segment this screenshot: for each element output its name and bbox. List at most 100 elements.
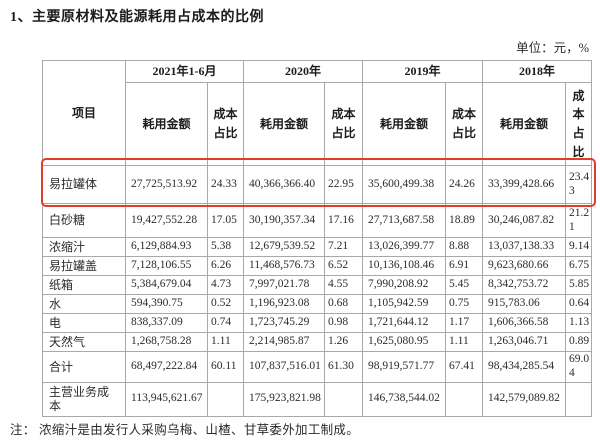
amount-cell-2020: 7,997,021.78	[243, 275, 325, 295]
amount-cell-2019: 1,625,080.95	[362, 332, 447, 352]
amount-cell-2020: 175,923,821.98	[243, 381, 325, 417]
table-row: 合计 68,497,222.84 60.11 107,837,516.01 61…	[42, 351, 593, 383]
column-header-amount-2021h1: 耗用金额	[125, 82, 208, 166]
table-row: 易拉罐体 27,725,513.92 24.33 40,366,366.40 2…	[42, 165, 593, 204]
amount-cell-2018: 30,246,087.82	[482, 203, 567, 238]
amount-cell-2018: 8,342,753.72	[482, 275, 567, 295]
unit-label: 单位：元，%	[516, 41, 589, 55]
ratio-cell-2019: 18.89	[445, 203, 484, 238]
ratio-cell-2018: 21.21	[565, 203, 593, 238]
amount-cell-2020: 1,196,923.08	[243, 294, 325, 314]
amount-cell-2021h1: 7,128,106.55	[125, 256, 208, 276]
column-header-period-2019: 2019年	[362, 60, 484, 83]
ratio-cell-2021h1: 4.73	[207, 275, 244, 295]
amount-cell-2021h1: 27,725,513.92	[125, 165, 208, 204]
amount-cell-2021h1: 5,384,679.04	[125, 275, 208, 295]
column-header-ratio-2020: 成本占比	[323, 82, 364, 166]
ratio-cell-2018	[565, 381, 593, 417]
item-label: 易拉罐盖	[42, 256, 126, 276]
ratio-cell-2019: 1.11	[445, 332, 484, 352]
amount-cell-2020: 1,723,745.29	[243, 313, 325, 333]
ratio-cell-2018: 5.85	[565, 275, 593, 295]
amount-cell-2019: 1,105,942.59	[362, 294, 447, 314]
ratio-cell-2019: 67.41	[445, 351, 484, 383]
column-header-amount-2018: 耗用金额	[482, 82, 567, 166]
ratio-cell-2018: 0.89	[565, 332, 593, 352]
ratio-cell-2018: 23.43	[565, 165, 593, 204]
column-header-period-2020: 2020年	[242, 60, 364, 83]
cost-table: 项目 2021年1-6月 2020年 2019年 2018年 耗用金额 成本占比…	[42, 60, 593, 417]
amount-cell-2021h1: 1,268,758.28	[125, 332, 208, 352]
amount-cell-2019: 35,600,499.38	[362, 165, 447, 204]
table-row: 浓缩汁 6,129,884.93 5.38 12,679,539.52 7.21…	[42, 237, 593, 257]
ratio-cell-2020: 4.55	[323, 275, 364, 295]
ratio-cell-2019: 0.75	[445, 294, 484, 314]
amount-cell-2021h1: 6,129,884.93	[125, 237, 208, 257]
column-header-amount-2020: 耗用金额	[243, 82, 325, 166]
amount-cell-2021h1: 594,390.75	[125, 294, 208, 314]
page-title: 1、主要原材料及能源耗用占成本的比例	[10, 10, 264, 25]
column-header-ratio-2019: 成本占比	[445, 82, 484, 166]
ratio-cell-2020: 61.30	[323, 351, 364, 383]
ratio-cell-2019: 1.17	[445, 313, 484, 333]
ratio-cell-2019: 24.26	[445, 165, 484, 204]
amount-cell-2021h1: 19,427,552.28	[125, 203, 208, 238]
ratio-cell-2020: 7.21	[323, 237, 364, 257]
ratio-cell-2021h1: 0.52	[207, 294, 244, 314]
amount-cell-2018: 13,037,138.33	[482, 237, 567, 257]
amount-cell-2020: 12,679,539.52	[243, 237, 325, 257]
ratio-cell-2019	[445, 381, 484, 417]
amount-cell-2018: 98,434,285.54	[482, 351, 567, 383]
ratio-cell-2020: 0.98	[323, 313, 364, 333]
table-body: 易拉罐体 27,725,513.92 24.33 40,366,366.40 2…	[42, 165, 593, 417]
ratio-cell-2020: 17.16	[323, 203, 364, 238]
ratio-cell-2021h1: 24.33	[207, 165, 244, 204]
amount-cell-2019: 146,738,544.02	[362, 381, 447, 417]
table-row: 电 838,337.09 0.74 1,723,745.29 0.98 1,72…	[42, 313, 593, 333]
table-row: 白砂糖 19,427,552.28 17.05 30,190,357.34 17…	[42, 203, 593, 238]
footnote: 注： 浓缩汁是由发行人采购乌梅、山楂、甘草委外加工制成。	[10, 423, 360, 437]
ratio-cell-2021h1: 5.38	[207, 237, 244, 257]
table-row: 主营业务成本 113,945,621.67 175,923,821.98 146…	[42, 381, 593, 417]
item-label: 电	[42, 313, 126, 333]
ratio-cell-2021h1: 17.05	[207, 203, 244, 238]
column-header-item: 项目	[42, 60, 126, 166]
item-label: 主营业务成本	[42, 381, 126, 417]
amount-cell-2018: 33,399,428.66	[482, 165, 567, 204]
amount-cell-2018: 1,263,046.71	[482, 332, 567, 352]
column-header-amount-2019: 耗用金额	[362, 82, 447, 166]
amount-cell-2020: 2,214,985.87	[243, 332, 325, 352]
amount-cell-2018: 915,783.06	[482, 294, 567, 314]
ratio-cell-2018: 69.04	[565, 351, 593, 383]
amount-cell-2020: 11,468,576.73	[243, 256, 325, 276]
ratio-cell-2021h1	[207, 381, 244, 417]
ratio-cell-2019: 5.45	[445, 275, 484, 295]
ratio-cell-2018: 1.13	[565, 313, 593, 333]
table-row: 纸箱 5,384,679.04 4.73 7,997,021.78 4.55 7…	[42, 275, 593, 295]
table-row: 天然气 1,268,758.28 1.11 2,214,985.87 1.26 …	[42, 332, 593, 352]
amount-cell-2018: 142,579,089.82	[482, 381, 567, 417]
item-label: 白砂糖	[42, 203, 126, 238]
amount-cell-2019: 1,721,644.12	[362, 313, 447, 333]
sub-header-row: 耗用金额 成本占比 耗用金额 成本占比 耗用金额 成本占比 耗用金额 成本占比	[43, 82, 593, 166]
ratio-cell-2018: 6.75	[565, 256, 593, 276]
column-header-period-2018: 2018年	[482, 60, 593, 83]
ratio-cell-2020: 22.95	[323, 165, 364, 204]
ratio-cell-2019: 8.88	[445, 237, 484, 257]
amount-cell-2019: 13,026,399.77	[362, 237, 447, 257]
ratio-cell-2021h1: 1.11	[207, 332, 244, 352]
ratio-cell-2021h1: 0.74	[207, 313, 244, 333]
table-row: 易拉罐盖 7,128,106.55 6.26 11,468,576.73 6.5…	[42, 256, 593, 276]
ratio-cell-2020: 0.68	[323, 294, 364, 314]
column-header-ratio-2021h1: 成本占比	[207, 82, 244, 166]
item-label: 纸箱	[42, 275, 126, 295]
column-header-period-2021h1: 2021年1-6月	[125, 60, 244, 83]
item-label: 浓缩汁	[42, 237, 126, 257]
amount-cell-2020: 107,837,516.01	[243, 351, 325, 383]
amount-cell-2021h1: 838,337.09	[125, 313, 208, 333]
amount-cell-2018: 9,623,680.66	[482, 256, 567, 276]
ratio-cell-2020: 1.26	[323, 332, 364, 352]
ratio-cell-2018: 9.14	[565, 237, 593, 257]
amount-cell-2020: 40,366,366.40	[243, 165, 325, 204]
